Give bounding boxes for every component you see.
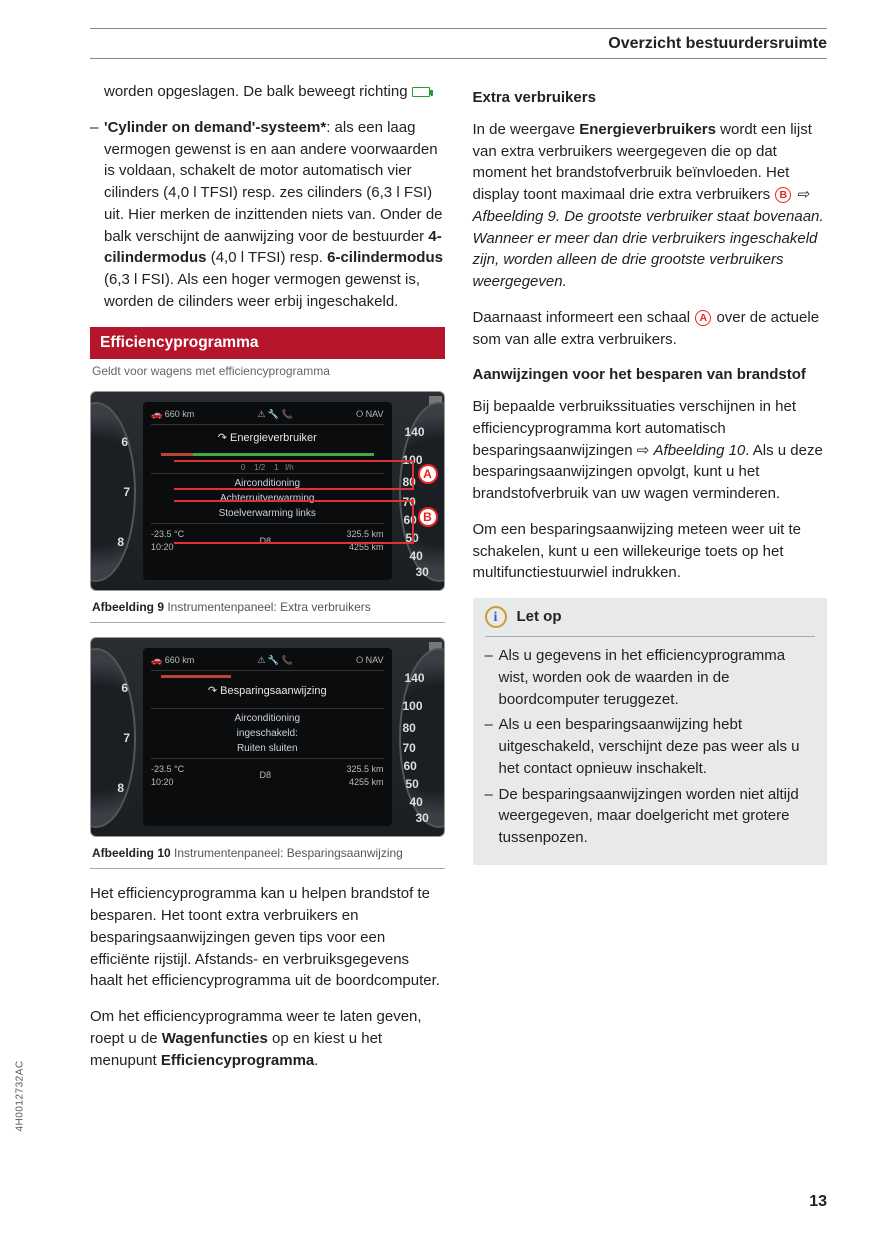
eff-para-2: Om het efficiencyprogramma weer te laten… [90, 1006, 445, 1071]
figure-10: RAH-8044 6 7 8 140 100 80 70 60 50 40 [90, 637, 445, 837]
note-item: –De besparingsaanwijzingen worden niet a… [485, 784, 816, 849]
extra-para-1: In de weergave Energieverbruikers wordt … [473, 119, 828, 293]
intro-continuation: worden opgeslagen. De balk beweegt richt… [90, 81, 445, 103]
right-column: Extra verbruikers In de weergave Energie… [473, 81, 828, 1085]
note-item: –Als u een besparingsaanwijzing hebt uit… [485, 714, 816, 779]
note-item: –Als u gegevens in het efficiencyprogram… [485, 645, 816, 710]
section-subtitle: Geldt voor wagens met efficiencyprogramm… [90, 359, 445, 390]
ref-a-icon: A [695, 310, 711, 326]
left-column: worden opgeslagen. De balk beweegt richt… [90, 81, 445, 1085]
heading-aanw: Aanwijzingen voor het besparen van brand… [473, 364, 828, 386]
ref-b-icon: B [775, 187, 791, 203]
fig10-caption: Afbeelding 10 Instrumentenpaneel: Bespar… [90, 841, 445, 869]
note-title: Let op [517, 606, 562, 628]
doc-reference: 4H0012732AC [14, 1060, 29, 1131]
section-title-bar: Efficiencyprogramma [90, 327, 445, 359]
heading-extra: Extra verbruikers [473, 87, 828, 109]
page-header: Overzicht bestuurdersruimte [90, 28, 827, 59]
page-number: 13 [809, 1190, 827, 1213]
aanw-para-1: Bij bepaalde verbruikssituaties verschij… [473, 396, 828, 505]
info-icon: i [485, 606, 507, 628]
aanw-para-2: Om een besparingsaanwijzing meteen weer … [473, 519, 828, 584]
fig9-caption: Afbeelding 9 Instrumentenpaneel: Extra v… [90, 595, 445, 623]
fig9-label-a: A [418, 464, 438, 484]
note-box: i Let op –Als u gegevens in het efficien… [473, 598, 828, 865]
figure-9: RAH-8043 6 7 8 140 100 80 70 60 50 40 [90, 391, 445, 591]
cod-bullet: – 'Cylinder on demand'-systeem*: als een… [90, 117, 445, 313]
eff-para-1: Het efficiencyprogramma kan u helpen bra… [90, 883, 445, 992]
extra-para-2: Daarnaast informeert een schaal A over d… [473, 307, 828, 351]
battery-icon [412, 87, 430, 97]
fig9-label-b: B [418, 507, 438, 527]
